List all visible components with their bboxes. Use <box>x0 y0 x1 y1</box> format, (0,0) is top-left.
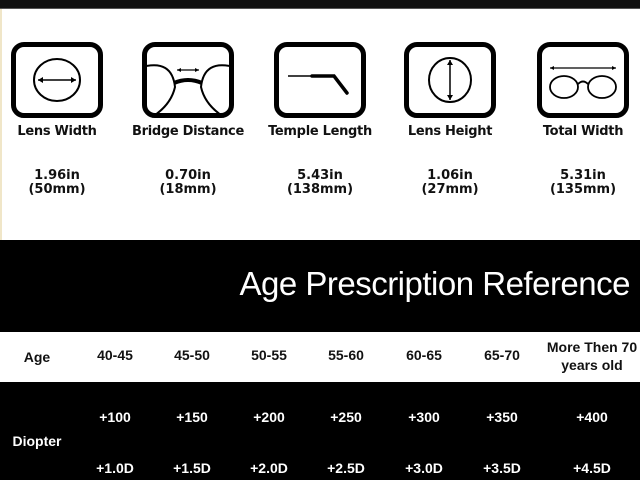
spec-label: Temple Length <box>268 124 372 139</box>
spec-label: Lens Height <box>407 124 493 139</box>
spec-mm: (27mm) <box>421 182 479 197</box>
spec-label: Total Width <box>542 124 624 139</box>
age-cell: 65-70 <box>484 347 520 363</box>
spec-inches: 5.31in <box>560 168 606 183</box>
spec-mm: (138mm) <box>286 182 354 197</box>
age-cell: 40-45 <box>97 347 133 363</box>
diopter-cell: +1.5D <box>173 460 211 476</box>
spec-inches: 0.70in <box>165 168 211 183</box>
lens-height-icon <box>404 42 496 118</box>
spec-inches: 1.96in <box>34 168 80 183</box>
age-cell: 45-50 <box>174 347 210 363</box>
diopter-cell: +1.0D <box>96 460 134 476</box>
lens-width-icon <box>11 42 103 118</box>
power-cell: +300 <box>408 409 440 425</box>
spec-total-width: Total Width 5.31in (135mm) <box>523 42 640 197</box>
power-cell: +100 <box>99 409 131 425</box>
spec-mm: (50mm) <box>28 182 86 197</box>
spec-mm: (18mm) <box>159 182 217 197</box>
spec-label: Lens Width <box>17 124 97 139</box>
temple-length-icon <box>274 42 366 118</box>
diopter-cell: +3.5D <box>483 460 521 476</box>
power-cell: +150 <box>176 409 208 425</box>
spec-inches: 1.06in <box>427 168 473 183</box>
spec-mm: (135mm) <box>549 182 617 197</box>
power-cell: +200 <box>253 409 285 425</box>
power-cell: +250 <box>330 409 362 425</box>
top-bar <box>0 0 640 9</box>
left-edge <box>0 9 2 240</box>
diopter-section: Diopter +100 +150 +200 +250 +300 +350 +4… <box>0 382 640 480</box>
reference-title: Age Prescription Reference <box>239 265 630 302</box>
age-cell: 55-60 <box>328 347 364 363</box>
total-width-icon <box>537 42 629 118</box>
power-cell: +400 <box>576 409 608 425</box>
spec-label: Bridge Distance <box>132 124 244 139</box>
power-cell: +350 <box>486 409 518 425</box>
reference-header-band <box>0 240 640 332</box>
spec-inches: 5.43in <box>297 168 343 183</box>
diopter-cell: +3.0D <box>405 460 443 476</box>
spec-bridge-distance: Bridge Distance 0.70in (18mm) <box>128 42 248 197</box>
age-cell: 50-55 <box>251 347 287 363</box>
age-label: Age <box>23 349 51 365</box>
age-cell: More Then 70 years old <box>546 339 638 373</box>
bridge-distance-icon <box>142 42 234 118</box>
diopter-cell: +2.0D <box>250 460 288 476</box>
diopter-cell: +2.5D <box>327 460 365 476</box>
spec-lens-width: Lens Width 1.96in (50mm) <box>0 42 117 197</box>
age-cell: 60-65 <box>406 347 442 363</box>
age-row: Age 40-45 45-50 50-55 55-60 60-65 65-70 … <box>0 332 640 382</box>
spec-lens-height: Lens Height 1.06in (27mm) <box>390 42 510 197</box>
spec-temple-length: Temple Length 5.43in (138mm) <box>260 42 380 197</box>
diopter-label: Diopter <box>12 433 62 449</box>
diopter-cell: +4.5D <box>573 460 611 476</box>
